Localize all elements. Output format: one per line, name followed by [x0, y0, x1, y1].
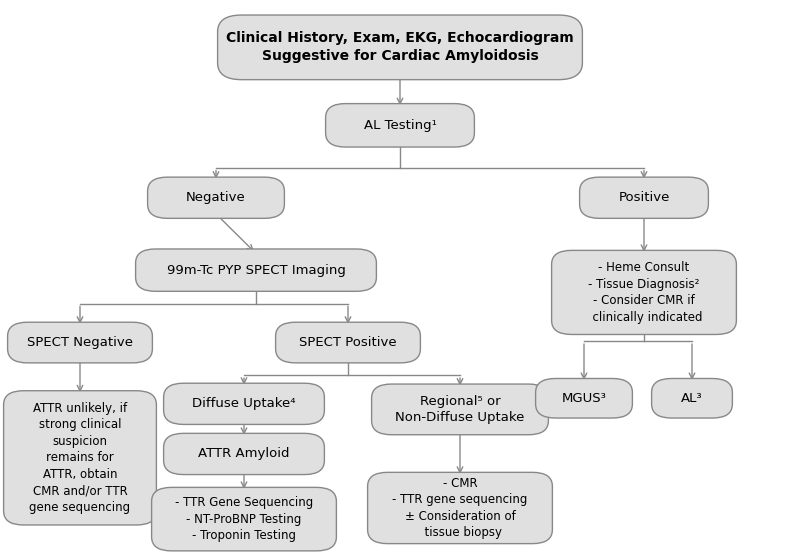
Text: AL³: AL³	[681, 392, 703, 405]
FancyBboxPatch shape	[218, 15, 582, 80]
FancyBboxPatch shape	[163, 433, 325, 475]
FancyBboxPatch shape	[147, 177, 285, 218]
Text: Clinical History, Exam, EKG, Echocardiogram
Suggestive for Cardiac Amyloidosis: Clinical History, Exam, EKG, Echocardiog…	[226, 31, 574, 63]
Text: - CMR
- TTR gene sequencing
± Consideration of
  tissue biopsy: - CMR - TTR gene sequencing ± Considerat…	[392, 477, 528, 539]
FancyBboxPatch shape	[579, 177, 709, 218]
Text: Regional⁵ or
Non-Diffuse Uptake: Regional⁵ or Non-Diffuse Uptake	[395, 395, 525, 424]
FancyBboxPatch shape	[4, 391, 157, 525]
Text: ATTR Amyloid: ATTR Amyloid	[198, 447, 290, 461]
FancyBboxPatch shape	[8, 322, 152, 363]
FancyBboxPatch shape	[367, 472, 552, 544]
Text: 99m-Tc PYP SPECT Imaging: 99m-Tc PYP SPECT Imaging	[166, 263, 346, 277]
FancyBboxPatch shape	[275, 322, 421, 363]
FancyBboxPatch shape	[136, 249, 377, 291]
Text: MGUS³: MGUS³	[562, 392, 606, 405]
FancyBboxPatch shape	[536, 379, 632, 418]
Text: Positive: Positive	[618, 191, 670, 204]
FancyBboxPatch shape	[326, 104, 474, 147]
Text: - TTR Gene Sequencing
- NT-ProBNP Testing
- Troponin Testing: - TTR Gene Sequencing - NT-ProBNP Testin…	[175, 496, 313, 542]
Text: SPECT Positive: SPECT Positive	[299, 336, 397, 349]
FancyBboxPatch shape	[152, 487, 336, 551]
Text: SPECT Negative: SPECT Negative	[27, 336, 133, 349]
Text: Diffuse Uptake⁴: Diffuse Uptake⁴	[192, 397, 296, 411]
FancyBboxPatch shape	[163, 383, 325, 424]
Text: AL Testing¹: AL Testing¹	[363, 119, 437, 132]
Text: Negative: Negative	[186, 191, 246, 204]
Text: ATTR unlikely, if
strong clinical
suspicion
remains for
ATTR, obtain
CMR and/or : ATTR unlikely, if strong clinical suspic…	[30, 402, 130, 514]
FancyBboxPatch shape	[552, 251, 736, 334]
Text: - Heme Consult
- Tissue Diagnosis²
- Consider CMR if
  clinically indicated: - Heme Consult - Tissue Diagnosis² - Con…	[586, 261, 702, 324]
FancyBboxPatch shape	[651, 379, 733, 418]
FancyBboxPatch shape	[371, 384, 549, 434]
